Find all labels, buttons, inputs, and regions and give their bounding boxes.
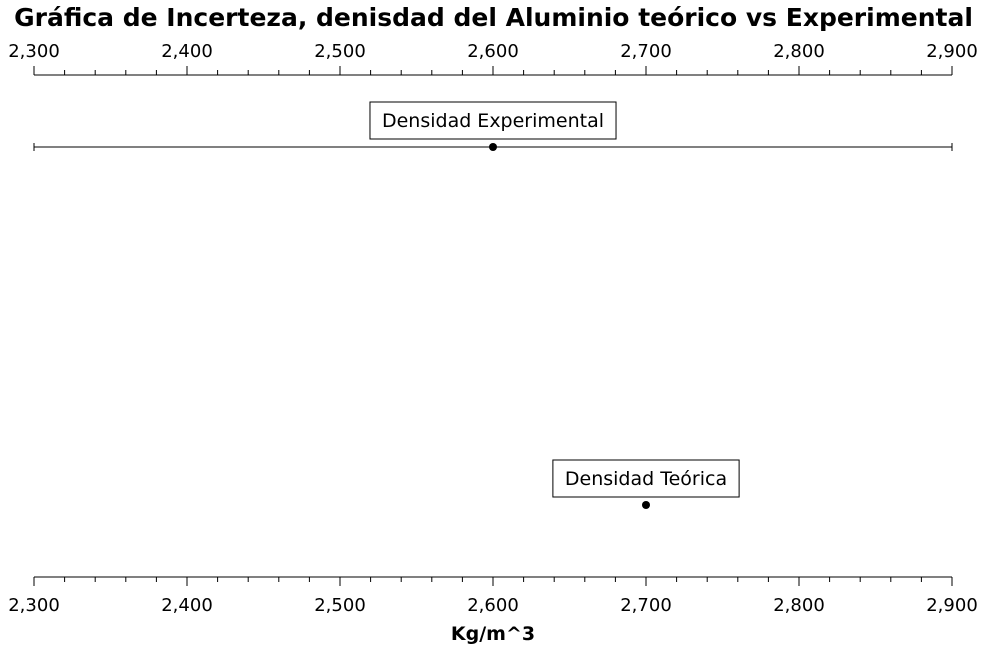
point-label: Densidad Teórica <box>565 468 727 490</box>
tick-label: 2,500 <box>314 41 366 62</box>
tick-label: 2,900 <box>926 595 978 616</box>
tick-label: 2,800 <box>773 595 825 616</box>
tick-label: 2,600 <box>467 41 519 62</box>
tick-label: 2,900 <box>926 41 978 62</box>
tick-label: 2,800 <box>773 41 825 62</box>
tick-label: 2,400 <box>161 595 213 616</box>
tick-label: 2,700 <box>620 41 672 62</box>
data-point <box>489 143 497 151</box>
point-label: Densidad Experimental <box>382 110 604 132</box>
x-axis-title: Kg/m^3 <box>451 623 535 645</box>
bottom-axis: 2,300 2,400 2,500 2,600 2,700 2,800 2,900 <box>8 576 978 616</box>
point-label-box <box>369 101 617 140</box>
tick-label: 2,300 <box>8 41 60 62</box>
data-marks: Densidad Experimental Densidad Teórica <box>33 101 953 509</box>
data-point <box>642 501 650 509</box>
top-axis: 2,300 2,400 2,500 2,600 2,700 2,800 2,900 <box>8 41 978 76</box>
chart-title: Gráfica de Incerteza, denisdad del Alumi… <box>14 3 973 32</box>
tick-label: 2,700 <box>620 595 672 616</box>
tick-label: 2,300 <box>8 595 60 616</box>
tick-label: 2,500 <box>314 595 366 616</box>
point-label-box <box>552 459 740 498</box>
tick-label: 2,600 <box>467 595 519 616</box>
tick-label: 2,400 <box>161 41 213 62</box>
